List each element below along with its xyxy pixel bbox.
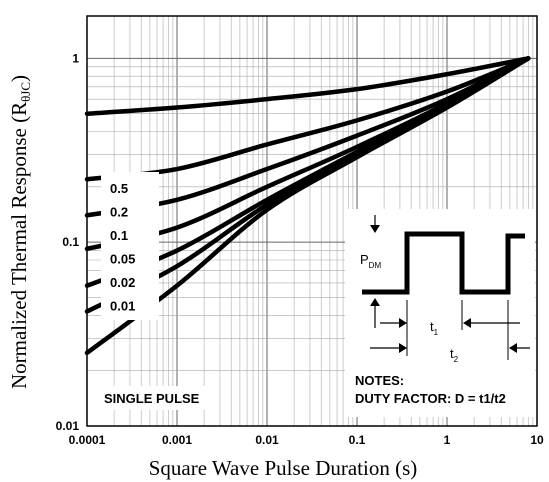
pdm-label: PDM	[360, 252, 381, 270]
t2-arrowhead-right	[509, 343, 517, 353]
y-tick-label: 1	[72, 51, 79, 65]
t1-label: t1	[430, 319, 439, 337]
single-pulse-label: SINGLE PULSE	[104, 391, 200, 406]
y-tick-label: 0.1	[62, 235, 79, 249]
curve-label: 0.2	[110, 205, 128, 220]
curve-labels: 0.5 0.2 0.1 0.05 0.02 0.01	[101, 172, 159, 320]
x-tick-label: 0.1	[349, 433, 366, 447]
x-tick-label: 0.001	[162, 433, 192, 447]
curve-label: 0.5	[110, 181, 128, 196]
t1-arrowhead-left	[399, 318, 407, 328]
x-tick-label: 10	[530, 433, 544, 447]
curve-label: 0.01	[110, 299, 135, 314]
notes-text: DUTY FACTOR: D = t1/t2	[355, 391, 506, 406]
y-axis-label: Normalized Thermal Response (RθJC)	[7, 75, 33, 389]
series-line	[84, 56, 531, 182]
series-line	[84, 56, 531, 356]
pulse-waveform	[362, 231, 525, 295]
x-tick-label: 1	[444, 433, 451, 447]
curve-label: 0.1	[110, 228, 128, 243]
t2-label: t2	[450, 346, 459, 364]
duty-factor-inset: PDM t1 t2 NOTES: DUTY FACTOR: D = t1/t2	[345, 209, 535, 417]
plot-frame	[86, 15, 538, 427]
curve-label: 0.05	[110, 252, 135, 267]
series-line	[84, 56, 531, 218]
inset-background	[345, 209, 535, 417]
tick-labels: 0.0001 0.001 0.01 0.1 1 10 0.01 0.1 1	[56, 51, 544, 447]
t2-arrowhead-left	[399, 343, 407, 353]
y-tick-label: 0.01	[56, 419, 80, 433]
series-group	[84, 56, 531, 356]
x-tick-label: 0.01	[255, 433, 279, 447]
t1-arrowhead-right	[463, 318, 471, 328]
pdm-arrowhead-bottom	[370, 298, 380, 306]
curve-labels-bg	[101, 172, 159, 320]
pdm-arrowhead-top	[370, 225, 380, 233]
x-axis-label: Square Wave Pulse Duration (s)	[149, 456, 418, 480]
notes-title: NOTES:	[355, 373, 404, 388]
x-tick-label: 0.0001	[69, 433, 106, 447]
curve-label: 0.02	[110, 275, 135, 290]
series-line	[84, 56, 531, 116]
single-pulse-bg	[98, 386, 210, 410]
